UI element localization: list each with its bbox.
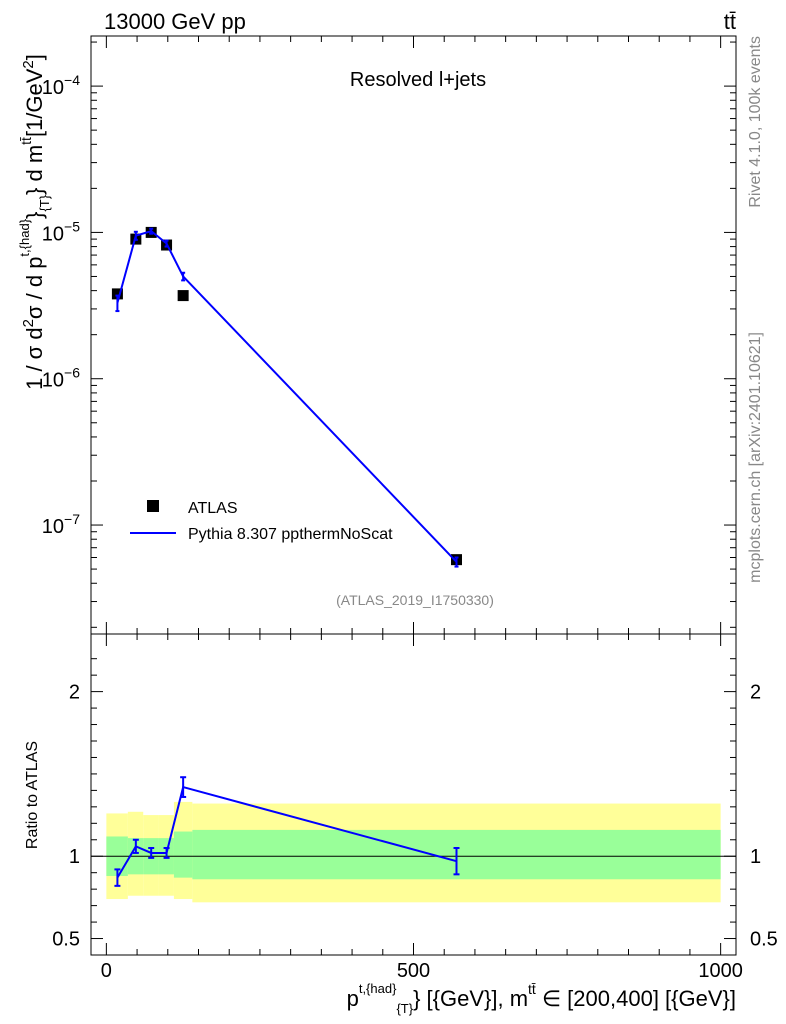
energy-label: 13000 GeV pp xyxy=(104,9,246,34)
atlas-data-point xyxy=(177,290,189,302)
legend-pythia-label: Pythia 8.307 ppthermNoScat xyxy=(188,526,393,543)
ratio-tick-label-left: 1 xyxy=(69,846,80,868)
pythia-line xyxy=(116,230,458,563)
ratio-axis-ticks: 0 500 1000 0.5 0.5 1 1 2 2 xyxy=(52,634,778,982)
main-data-layer xyxy=(111,226,462,568)
ratio-tick-label-left: 0.5 xyxy=(52,929,80,951)
x-tick-label: 0 xyxy=(101,960,112,982)
rivet-version-label: Rivet 4.1.0, 100k events xyxy=(747,36,764,208)
y-tick-label: 10−4 xyxy=(42,72,80,99)
legend-atlas-marker xyxy=(147,500,159,512)
x-tick-label: 500 xyxy=(397,960,430,982)
y-axis-label: 1 / σ d2σ / d pt,{had}}{T}} d mtt̄[1/GeV… xyxy=(17,54,52,390)
ratio-tick-label-left: 2 xyxy=(69,682,80,704)
y-tick-label: 10−6 xyxy=(42,365,80,392)
ratio-pythia-line xyxy=(116,785,457,879)
process-label: tt̄ xyxy=(724,9,736,34)
ratio-band-inner xyxy=(173,831,193,878)
ratio-data-layer xyxy=(114,776,460,887)
ratio-tick-label-right: 0.5 xyxy=(750,929,778,951)
mcplots-label: mcplots.cern.ch [arXiv:2401.10621] xyxy=(747,332,764,583)
ratio-y-axis-label: Ratio to ATLAS xyxy=(24,741,41,849)
main-panel: 10−4 10−5 10−6 10−7 Resolved l+jets (ATLAS_… xyxy=(17,35,737,635)
ratio-panel: 0 500 1000 0.5 0.5 1 1 2 2 Ratio to ATLAS xyxy=(24,633,778,982)
main-axis-ticks: 10−4 10−5 10−6 10−7 xyxy=(42,36,736,634)
ratio-uncertainty-bands xyxy=(91,801,736,903)
x-tick-label: 1000 xyxy=(698,960,743,982)
analysis-label: (ATLAS_2019_I1750330) xyxy=(336,592,494,608)
ratio-frame xyxy=(90,633,737,956)
ratio-tick-label-right: 1 xyxy=(750,846,761,868)
x-axis-label: pt,{had}{T}} [{GeV}], mtt̄ ∈ [200,400] [… xyxy=(347,981,736,1016)
legend-atlas-label: ATLAS xyxy=(188,500,238,517)
ratio-tick-label-right: 2 xyxy=(750,682,761,704)
main-frame xyxy=(90,35,737,635)
atlas-data-point xyxy=(111,288,123,300)
chart-title: Resolved l+jets xyxy=(350,69,486,91)
y-tick-label: 10−7 xyxy=(42,511,80,538)
y-tick-label: 10−5 xyxy=(42,218,80,245)
